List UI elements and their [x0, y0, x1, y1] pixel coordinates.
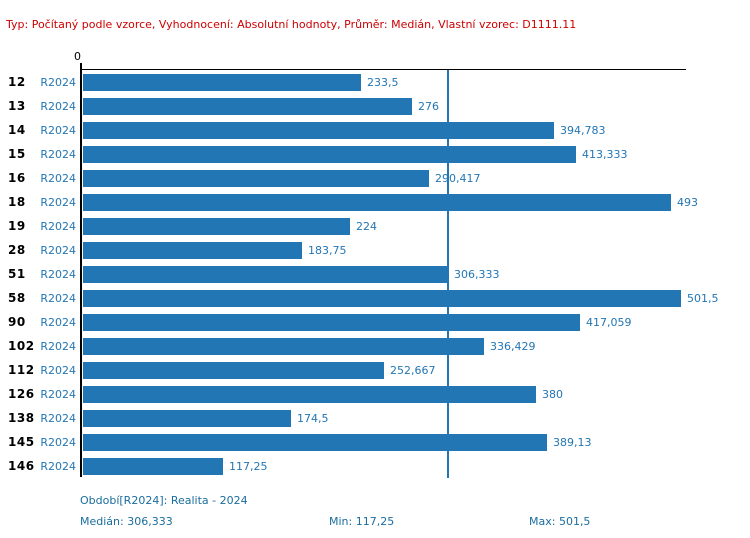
bar[interactable]: [83, 97, 412, 115]
row-category-label: 12: [8, 74, 26, 89]
row-category-label: 18: [8, 194, 26, 209]
bar[interactable]: [83, 145, 576, 163]
bar-value-label: 336,429: [490, 339, 536, 353]
row-series-label: R2024: [40, 411, 76, 425]
row-series-label: R2024: [40, 123, 76, 137]
row-series-label: R2024: [40, 75, 76, 89]
chart-settings-header: Typ: Počítaný podle vzorce, Vyhodnocení:…: [6, 18, 577, 31]
bar-value-label: 174,5: [297, 411, 329, 425]
row-category-label: 112: [8, 362, 35, 377]
bar-value-label: 501,5: [687, 291, 719, 305]
bar-value-label: 394,783: [560, 123, 606, 137]
y-axis-line: [80, 63, 82, 477]
bar[interactable]: [83, 217, 350, 235]
chart-row: 51 R2024 306,333: [0, 262, 750, 286]
chart-row: 19 R2024 224: [0, 214, 750, 238]
bar-value-label: 117,25: [229, 459, 268, 473]
bar-value-label: 252,667: [390, 363, 436, 377]
bar[interactable]: [83, 385, 536, 403]
bar[interactable]: [83, 241, 302, 259]
row-category-label: 28: [8, 242, 26, 257]
bar-value-label: 224: [356, 219, 377, 233]
x-axis-zero-label: 0: [74, 50, 81, 63]
footer-period-label: Období[R2024]: Realita - 2024: [80, 494, 248, 507]
chart-row: 126 R2024 380: [0, 382, 750, 406]
chart-row: 13 R2024 276: [0, 94, 750, 118]
row-series-label: R2024: [40, 387, 76, 401]
bar-value-label: 233,5: [367, 75, 399, 89]
bar[interactable]: [83, 193, 671, 211]
row-category-label: 58: [8, 290, 26, 305]
chart-row: 138 R2024 174,5: [0, 406, 750, 430]
bar-value-label: 290,417: [435, 171, 481, 185]
row-series-label: R2024: [40, 267, 76, 281]
chart-row: 90 R2024 417,059: [0, 310, 750, 334]
row-series-label: R2024: [40, 363, 76, 377]
bar[interactable]: [83, 289, 681, 307]
chart-row: 12 R2024 233,5: [0, 70, 750, 94]
median-line: [447, 70, 449, 478]
bar[interactable]: [83, 409, 291, 427]
bar-value-label: 413,333: [582, 147, 628, 161]
row-series-label: R2024: [40, 459, 76, 473]
row-series-label: R2024: [40, 195, 76, 209]
bar[interactable]: [83, 73, 361, 91]
row-category-label: 102: [8, 338, 35, 353]
chart-row: 102 R2024 336,429: [0, 334, 750, 358]
chart-row: 145 R2024 389,13: [0, 430, 750, 454]
row-series-label: R2024: [40, 147, 76, 161]
bar-value-label: 183,75: [308, 243, 347, 257]
row-series-label: R2024: [40, 219, 76, 233]
footer-min-label: Min: 117,25: [329, 515, 395, 528]
chart-row: 14 R2024 394,783: [0, 118, 750, 142]
footer-max-label: Max: 501,5: [529, 515, 591, 528]
bar[interactable]: [83, 265, 448, 283]
chart-row: 16 R2024 290,417: [0, 166, 750, 190]
row-category-label: 15: [8, 146, 26, 161]
chart-row: 146 R2024 117,25: [0, 454, 750, 478]
bar[interactable]: [83, 457, 223, 475]
bar[interactable]: [83, 337, 484, 355]
row-category-label: 138: [8, 410, 35, 425]
row-series-label: R2024: [40, 243, 76, 257]
row-category-label: 146: [8, 458, 35, 473]
bar-value-label: 389,13: [553, 435, 592, 449]
chart-row: 18 R2024 493: [0, 190, 750, 214]
row-series-label: R2024: [40, 99, 76, 113]
row-category-label: 16: [8, 170, 26, 185]
bar[interactable]: [83, 169, 429, 187]
bar[interactable]: [83, 361, 384, 379]
row-category-label: 126: [8, 386, 35, 401]
bar-value-label: 493: [677, 195, 698, 209]
bar-value-label: 380: [542, 387, 563, 401]
chart-row: 28 R2024 183,75: [0, 238, 750, 262]
row-series-label: R2024: [40, 435, 76, 449]
row-category-label: 51: [8, 266, 26, 281]
x-axis-line: [81, 69, 686, 70]
bar-value-label: 306,333: [454, 267, 500, 281]
footer-median-label: Medián: 306,333: [80, 515, 173, 528]
bar[interactable]: [83, 313, 580, 331]
row-category-label: 14: [8, 122, 26, 137]
chart-row: 58 R2024 501,5: [0, 286, 750, 310]
bar-value-label: 276: [418, 99, 439, 113]
row-series-label: R2024: [40, 171, 76, 185]
row-category-label: 90: [8, 314, 26, 329]
bar-value-label: 417,059: [586, 315, 632, 329]
chart-row: 112 R2024 252,667: [0, 358, 750, 382]
row-category-label: 145: [8, 434, 35, 449]
row-series-label: R2024: [40, 291, 76, 305]
chart-row: 15 R2024 413,333: [0, 142, 750, 166]
row-series-label: R2024: [40, 315, 76, 329]
row-series-label: R2024: [40, 339, 76, 353]
row-category-label: 13: [8, 98, 26, 113]
bar[interactable]: [83, 433, 547, 451]
bar[interactable]: [83, 121, 554, 139]
row-category-label: 19: [8, 218, 26, 233]
